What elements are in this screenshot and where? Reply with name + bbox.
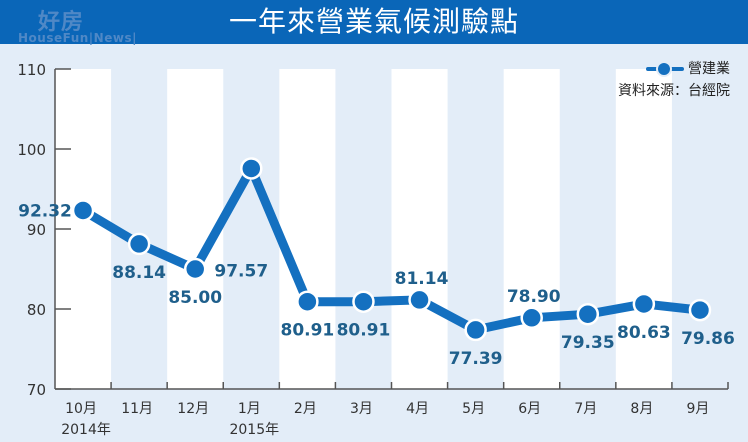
x-tick-label: 9月: [686, 401, 709, 417]
white-column-band: [615, 69, 672, 389]
x-tick-label: 4月: [406, 401, 429, 417]
data-value-label: 77.39: [449, 349, 503, 369]
legend-item: 營建業: [618, 58, 730, 80]
source-note: 資料來源：台經院: [618, 83, 730, 99]
legend: 營建業 資料來源：台經院: [618, 58, 730, 102]
x-tick-label: 8月: [630, 401, 653, 417]
x-tick-label: 6月: [518, 401, 541, 417]
x-year-label: 2014年: [61, 422, 111, 438]
data-value-label: 80.91: [337, 321, 391, 341]
data-point-marker: [464, 318, 487, 342]
housefun-logo: 好房 HouseFun|News|: [18, 4, 148, 45]
data-point-marker: [240, 157, 263, 180]
x-year-label: 2015年: [229, 422, 279, 438]
data-value-label: 88.14: [112, 263, 166, 283]
data-value-label: 79.86: [681, 329, 735, 349]
data-point-marker: [632, 292, 656, 316]
data-value-label: 78.90: [507, 287, 561, 307]
y-tick-label: 100: [17, 141, 46, 159]
x-tick-label: 1月: [238, 401, 261, 417]
series-line: [71, 157, 712, 342]
data-point-marker: [71, 199, 95, 222]
data-value-label: 80.63: [617, 323, 671, 343]
logo-chinese: 好房: [38, 10, 85, 35]
legend-line-marker-icon: [646, 63, 684, 75]
x-tick-label: 3月: [350, 401, 373, 417]
data-value-label: 97.57: [214, 261, 268, 281]
white-column-band: [503, 69, 560, 389]
data-point-marker: [183, 257, 207, 281]
data-point-marker: [408, 288, 431, 312]
x-tick-label: 11月: [121, 401, 153, 417]
data-point-marker: [576, 302, 600, 326]
x-tick-label: 7月: [574, 401, 597, 417]
axes: 70 80 90 100 110 10月 2014年 11月 12月 1月 2015年 2月 3月 4月 5…: [17, 61, 729, 438]
data-value-label: 92.32: [18, 201, 72, 221]
header-bar: 好房 HouseFun|News| 一年來營業氣候測驗點: [0, 0, 748, 45]
x-tick-label: 2月: [294, 401, 317, 417]
y-tick-label: 110: [17, 61, 46, 79]
white-column-band: [279, 69, 336, 389]
chart-title: 一年來營業氣候測驗點: [228, 5, 519, 38]
data-value-label: 80.91: [280, 321, 334, 341]
y-tick-label: 90: [27, 221, 46, 239]
data-point-marker: [127, 232, 151, 256]
legend-series-label: 營建業: [688, 61, 730, 77]
y-tick-label: 80: [27, 301, 46, 319]
y-tick-label: 70: [27, 381, 46, 399]
x-tick-label: 10月: [65, 401, 97, 417]
data-point-marker: [688, 298, 712, 322]
x-tick-label: 5月: [462, 401, 485, 417]
data-point-marker: [520, 306, 543, 330]
white-column-band: [391, 69, 448, 389]
data-point-marker: [296, 290, 319, 313]
data-value-label: 79.35: [561, 333, 615, 353]
x-tick-label: 12月: [177, 401, 209, 417]
data-value-label: 85.00: [168, 288, 222, 308]
data-point-marker: [352, 290, 375, 313]
data-value-label: 81.14: [395, 269, 449, 289]
logo-english: HouseFun|News|: [18, 31, 137, 45]
